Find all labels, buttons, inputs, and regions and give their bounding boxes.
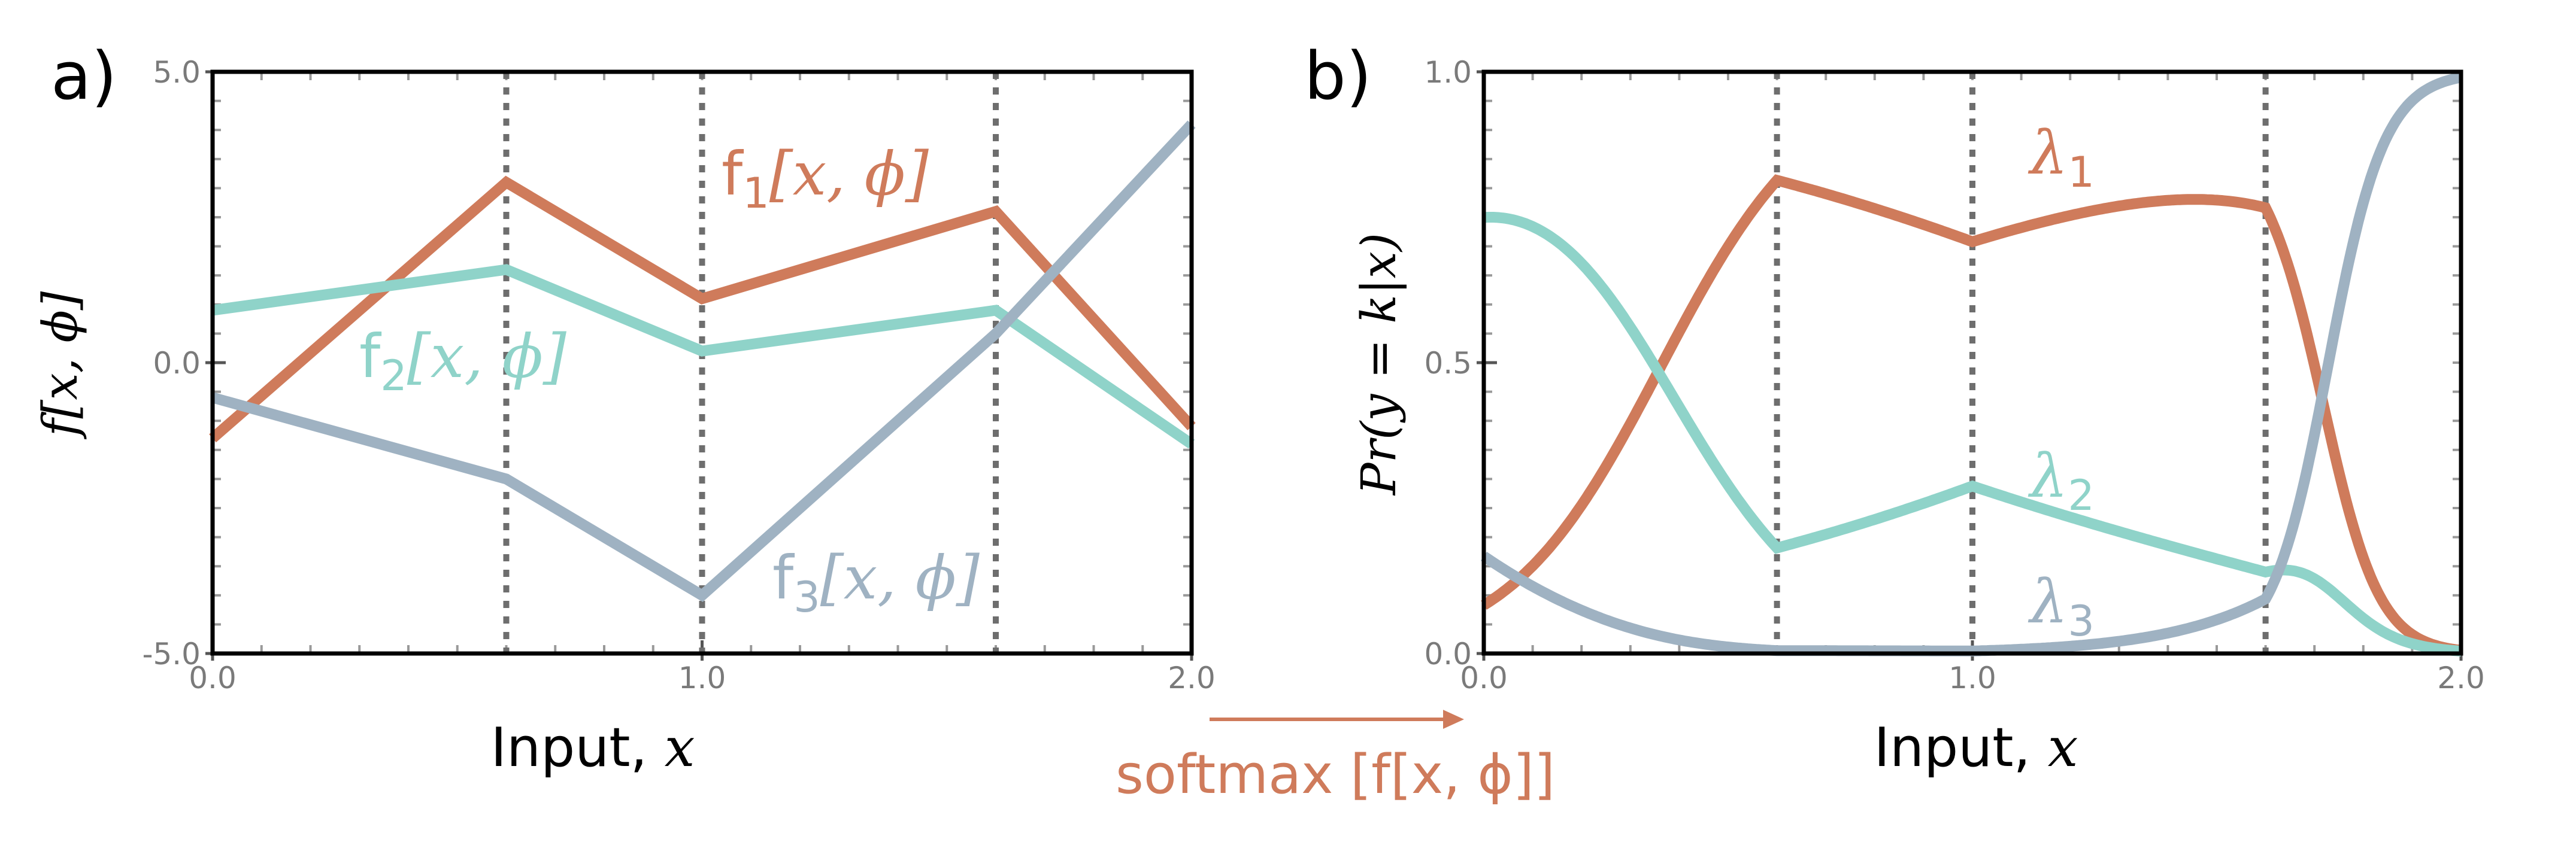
panel-a-series-label-3: f3[x, ϕ] <box>772 543 980 622</box>
panel-a-series-label-2: f2[x, ϕ] <box>359 321 567 400</box>
panel-b-x-tick-label: 0.0 <box>1460 661 1508 695</box>
softmax-arrow-head <box>1443 710 1464 729</box>
panel-b-plot: 0.0 1.0 2.0 1.0 0.5 0.0 λ1 λ2 λ3 <box>1424 55 2484 695</box>
panel-b-series-label-1: λ1 <box>2028 118 2095 197</box>
panel-b-y-tick-label: 1.0 <box>1424 55 1472 90</box>
panel-b-xlabel-text: Input, <box>1874 716 2047 779</box>
panel-b-series-line-2 <box>1483 212 2462 657</box>
panel-a-ylabel: f[x, ϕ] <box>32 291 88 439</box>
panel-b-xlabel-var: x <box>2048 716 2078 779</box>
panel-b-frame <box>1481 69 2463 656</box>
panel-a-y-tick-label: 5.0 <box>153 55 201 90</box>
panel-b-series-line-3 <box>1480 72 2462 656</box>
panel-b-series-label-3: λ3 <box>2028 567 2095 646</box>
panel-a-series-line-2 <box>211 264 1195 449</box>
panel-a-frame <box>210 69 1194 656</box>
panel-a-x-tick-label: 2.0 <box>1168 661 1216 695</box>
softmax-label: softmax [f[x, ϕ]] <box>1116 743 1555 806</box>
panel-a-xlabel: Input, x <box>490 716 695 779</box>
panel-b-label: b) <box>1304 38 1372 114</box>
panel-b-x-tick-label: 2.0 <box>2437 661 2485 695</box>
panel-a-series-label-1: f1[x, ϕ] <box>722 139 929 218</box>
panel-a-y-tick-label: 0.0 <box>153 346 201 381</box>
panel-b-series-line-1 <box>1481 174 2462 656</box>
panel-a-x-tick-label: 1.0 <box>678 661 726 695</box>
panel-b-xlabel: Input, x <box>1874 716 2078 779</box>
panel-a-xlabel-var: x <box>665 716 695 779</box>
panel-a-x-tick-label: 0.0 <box>189 661 237 695</box>
panel-b-y-tick-label: 0.5 <box>1424 346 1472 381</box>
panel-b-y-tick-label: 0.0 <box>1424 637 1472 671</box>
panel-a-series-line-3 <box>211 120 1196 602</box>
panel-b-ylabel: Pr(y = k|x) <box>1351 233 1407 496</box>
panel-b-x-tick-label: 1.0 <box>1948 661 1996 695</box>
panel-a-y-tick-label: -5.0 <box>142 637 201 671</box>
panel-a-label: a) <box>51 38 117 114</box>
panel-a-xlabel-text: Input, <box>490 716 664 779</box>
panel-a-plot: 0.0 1.0 2.05.00.0-5.0f1[x, ϕ]f2[x, ϕ]f3[x,… <box>142 55 1215 695</box>
panel-b-series-label-2: λ2 <box>2028 441 2095 520</box>
panel-a-series-line-1 <box>209 175 1196 443</box>
